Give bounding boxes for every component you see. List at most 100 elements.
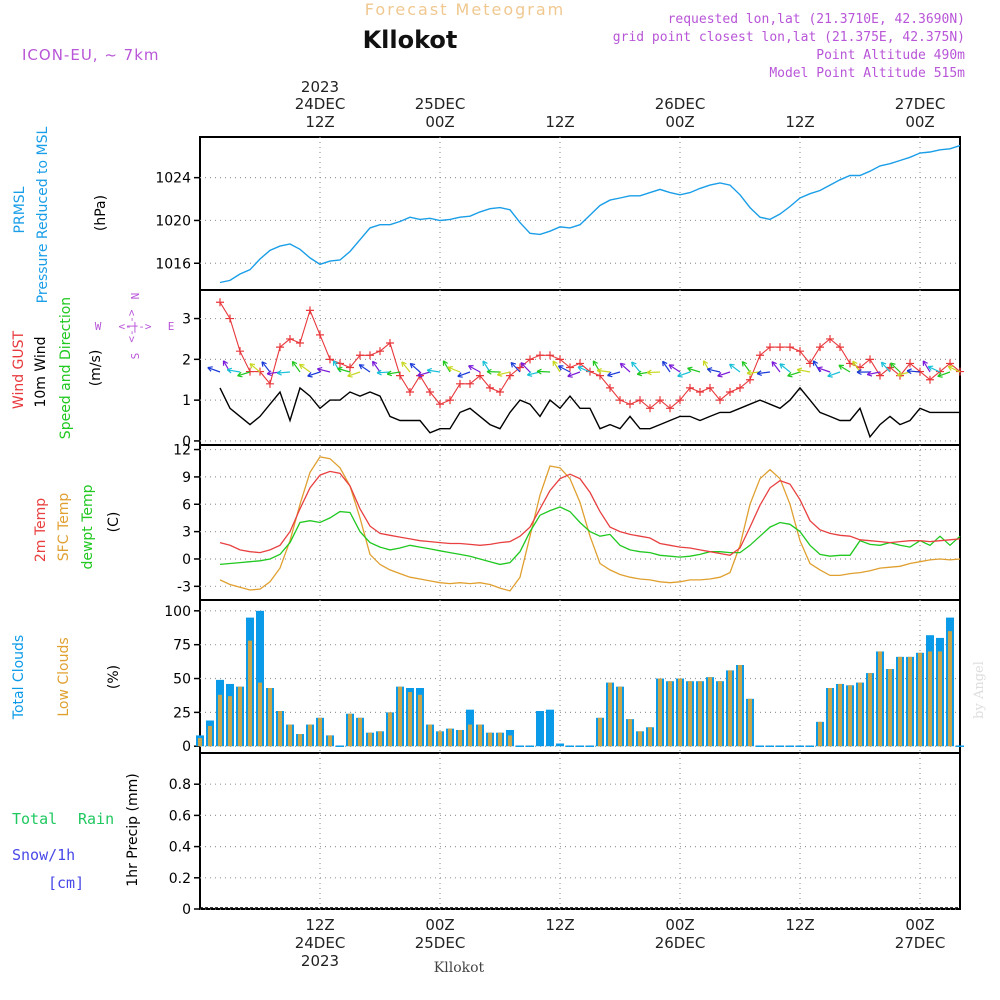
wind-direction-arrowhead bbox=[906, 368, 912, 375]
wind-direction-arrow bbox=[558, 365, 571, 373]
wind-direction-arrowhead bbox=[937, 372, 943, 378]
low-cloud-bar bbox=[888, 669, 892, 747]
wind-direction-arrowhead bbox=[557, 365, 564, 371]
gust-marker bbox=[486, 383, 494, 392]
wind-direction-arrowhead bbox=[922, 360, 928, 366]
wind-direction-arrow bbox=[276, 371, 291, 374]
wind-direction-arrowhead bbox=[607, 371, 613, 378]
gust-marker bbox=[786, 343, 794, 352]
wind-direction-arrowhead bbox=[852, 360, 858, 367]
wind-direction-arrow bbox=[771, 361, 781, 373]
low-cloud-bar bbox=[828, 688, 832, 747]
wind-direction-arrowhead bbox=[482, 360, 488, 367]
watermark: by Angel bbox=[972, 661, 987, 719]
time-label-date: 25DEC bbox=[415, 934, 466, 952]
gust-marker bbox=[656, 396, 664, 405]
wind-direction-arrowhead bbox=[729, 363, 735, 369]
point-altitude: Point Altitude 490m bbox=[816, 48, 965, 63]
y-tick-label: 75 bbox=[173, 638, 191, 654]
low-cloud-bar bbox=[438, 731, 442, 747]
wind-direction-arrowhead bbox=[717, 371, 723, 378]
low-clouds-label: Low Clouds bbox=[56, 637, 72, 716]
y-tick-label: 0.6 bbox=[169, 808, 191, 824]
y-tick-label: 25 bbox=[173, 705, 191, 721]
wind-direction-arrow bbox=[890, 362, 901, 373]
wind-direction-arrowhead bbox=[386, 370, 393, 377]
low-cloud-bar bbox=[208, 725, 212, 747]
wind-direction-arrowhead bbox=[817, 366, 823, 372]
wind-direction-arrowhead bbox=[298, 363, 305, 370]
wind-direction-arrow bbox=[677, 371, 691, 377]
wind-direction-arrowhead bbox=[337, 366, 343, 373]
wind-dir-label: Speed and Direction bbox=[58, 297, 74, 439]
gust-marker bbox=[406, 387, 414, 396]
wind-direction-arrowhead bbox=[706, 367, 713, 373]
low-cloud-bar bbox=[398, 686, 402, 747]
gust-marker bbox=[276, 343, 284, 352]
wind-direction-arrowhead bbox=[746, 369, 752, 376]
time-label-date: 24DEC bbox=[295, 934, 346, 952]
wind-direction-arrow bbox=[427, 369, 441, 373]
wind-direction-arrowhead bbox=[526, 371, 533, 377]
low-cloud-bar bbox=[658, 678, 662, 747]
wind-direction-arrowhead bbox=[866, 370, 873, 377]
wind-direction-arrowhead bbox=[897, 371, 903, 378]
wind-direction-arrow bbox=[948, 365, 961, 373]
y-tick-label: 100 bbox=[164, 604, 191, 620]
wind-direction-arrow bbox=[468, 365, 481, 373]
wind-direction-arrowhead bbox=[417, 371, 423, 378]
wind-direction-arrowhead bbox=[266, 370, 273, 377]
compass-s: S bbox=[129, 353, 142, 360]
gust-marker bbox=[376, 347, 384, 356]
pressure-line bbox=[219, 144, 961, 284]
gust-marker bbox=[616, 396, 624, 405]
wind-direction-arrowhead bbox=[796, 367, 803, 374]
gust-marker bbox=[746, 375, 754, 384]
wind-direction-arrow bbox=[227, 369, 241, 373]
wind-gust-label: Wind GUST bbox=[11, 330, 27, 409]
time-label-hour: 12Z bbox=[305, 916, 334, 934]
wind-direction-arrow bbox=[812, 360, 821, 373]
gust-marker bbox=[796, 347, 804, 356]
wind-direction-arrowhead bbox=[457, 372, 463, 378]
wind-direction-arrow bbox=[317, 368, 331, 373]
time-label-year: 2023 bbox=[301, 952, 339, 970]
time-label-hour: 12Z bbox=[305, 113, 334, 131]
time-label-hour: 00Z bbox=[665, 113, 694, 131]
total-clouds-label: Total Clouds bbox=[11, 635, 27, 720]
wind-direction-arrowhead bbox=[567, 372, 573, 378]
low-cloud-bar bbox=[648, 727, 652, 747]
wind-direction-arrow bbox=[261, 361, 271, 373]
wind-direction-arrowhead bbox=[496, 371, 503, 377]
low-cloud-bar bbox=[748, 698, 752, 747]
pressure-msl-label: Pressure Reduced to MSL bbox=[35, 126, 51, 303]
total-cloud-bar bbox=[556, 743, 564, 747]
low-cloud-bar bbox=[928, 651, 932, 747]
wind-direction-arrowhead bbox=[646, 369, 652, 376]
gust-marker bbox=[706, 383, 714, 392]
y-tick-label: 3 bbox=[182, 312, 191, 328]
gust-marker bbox=[566, 363, 574, 372]
gust-marker bbox=[216, 298, 224, 307]
wind-direction-arrow bbox=[707, 368, 721, 373]
low-cloud-bar bbox=[708, 677, 712, 747]
low-cloud-bar bbox=[498, 732, 502, 747]
wind-direction-arrow bbox=[922, 360, 931, 373]
y-tick-label: 1020 bbox=[155, 213, 191, 229]
y-tick-label: 3 bbox=[182, 525, 191, 541]
gust-marker bbox=[736, 383, 744, 392]
gust-marker bbox=[286, 334, 294, 343]
wind-direction-arrow bbox=[307, 371, 321, 377]
compass-icon: N S W E <-|-> <-|-> bbox=[95, 293, 175, 360]
y-tick-labels: 1016102010240123-3036912025507510000.20.… bbox=[155, 171, 200, 918]
model-altitude: Model Point Altitude 515m bbox=[769, 66, 965, 81]
wind-direction-arrowhead bbox=[677, 372, 683, 378]
low-cloud-bar bbox=[848, 685, 852, 747]
gust-marker bbox=[536, 351, 544, 360]
time-label-year: 2023 bbox=[301, 78, 339, 96]
wind-direction-arrow bbox=[927, 365, 941, 373]
wind-direction-arrow bbox=[906, 370, 921, 373]
y-tick-label: 0.8 bbox=[169, 777, 191, 793]
sfc-temp-label: SFC Temp bbox=[56, 493, 72, 562]
wind-direction-arrow bbox=[880, 361, 891, 373]
